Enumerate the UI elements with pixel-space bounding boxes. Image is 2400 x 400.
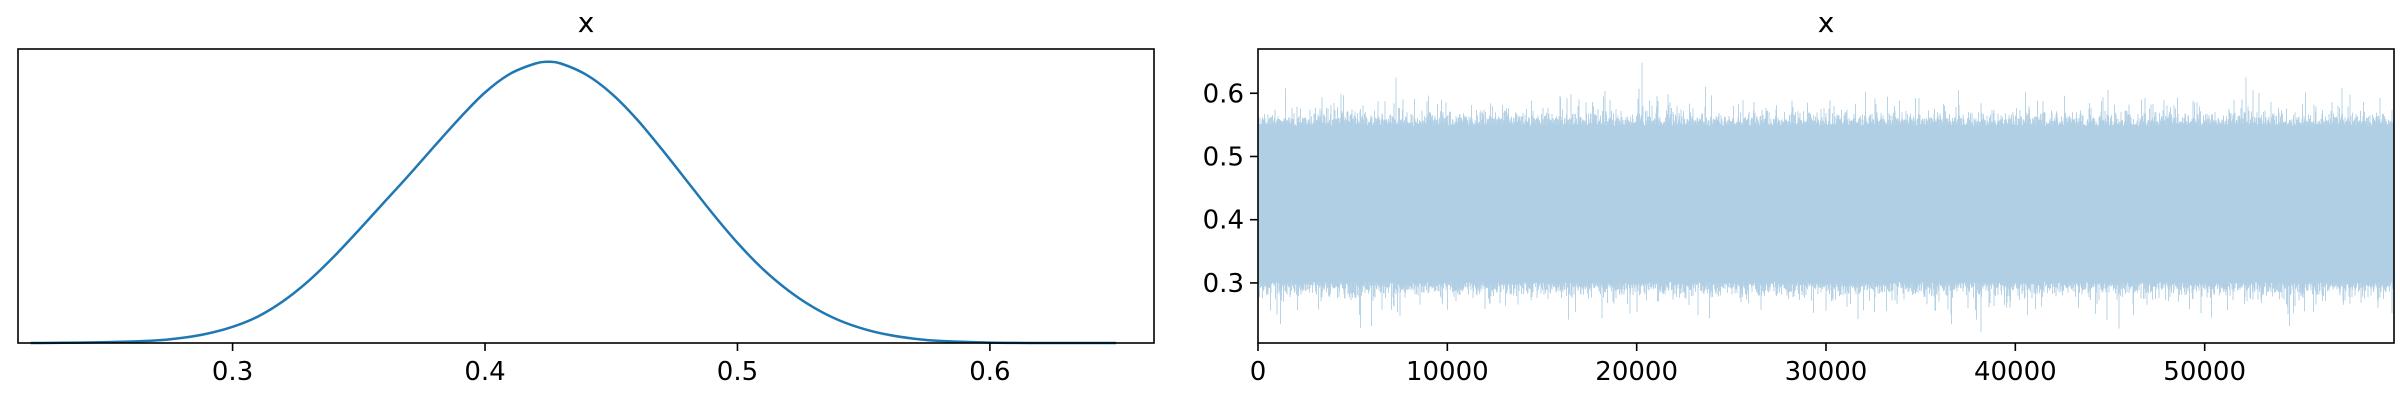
trace-title: x	[1818, 6, 1835, 39]
trace-x-tick-label: 10000	[1406, 357, 1489, 387]
trace-y-tick-label: 0.6	[1203, 79, 1244, 109]
kde-x-tick-label: 0.3	[212, 357, 253, 387]
trace-x-tick-label: 20000	[1595, 357, 1678, 387]
trace-y-tick-label: 0.5	[1203, 142, 1244, 172]
kde-line	[30, 60, 1117, 345]
trace-y-tick-label: 0.3	[1203, 269, 1244, 299]
trace-x-ticks: 0 10000 20000 30000 40000 50000	[1250, 343, 2246, 387]
trace-y-ticks: 0.3 0.4 0.5 0.6	[1203, 79, 1258, 299]
trace-panel: x 0 10000 20000 30000 40000 50000 0.30.40.50.…	[1203, 6, 2395, 387]
trace-x-tick-label: 50000	[2163, 357, 2246, 387]
kde-panel: x 0.3 0.4 0.5 0.6	[17, 6, 1155, 387]
kde-x-tick-label: 0.4	[464, 357, 505, 387]
kde-x-tick-label: 0.5	[717, 357, 758, 387]
kde-axes-frame	[17, 48, 1155, 344]
trace-y-tick-label: 0.4	[1203, 206, 1244, 236]
trace-x-tick-label: 30000	[1785, 357, 1868, 387]
trace-x-tick-label: 40000	[1974, 357, 2057, 387]
kde-x-ticks: 0.3 0.4 0.5 0.6	[212, 343, 1011, 387]
trace-x-tick-label: 0	[1250, 357, 1267, 387]
kde-x-tick-label: 0.6	[969, 357, 1010, 387]
kde-title: x	[578, 6, 595, 39]
trace-samples	[1257, 62, 2394, 333]
trace-core-band	[1258, 156, 2394, 258]
